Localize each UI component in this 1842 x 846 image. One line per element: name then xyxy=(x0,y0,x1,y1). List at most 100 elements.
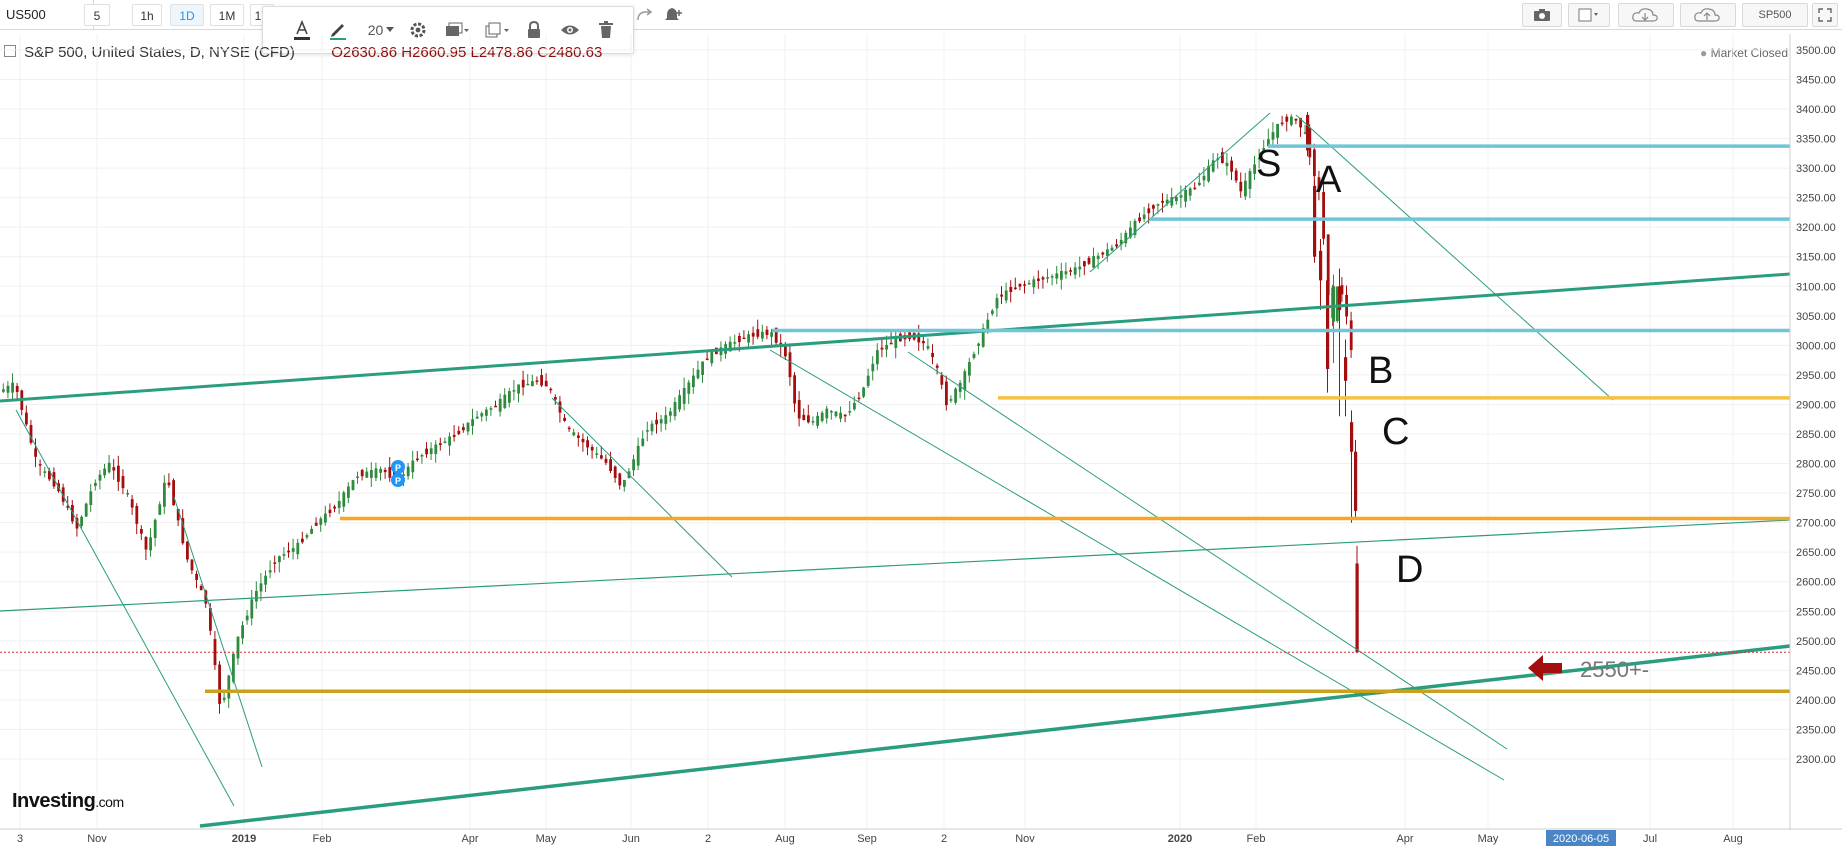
crosshair-date-tag xyxy=(1546,830,1616,846)
candle-body xyxy=(774,327,778,343)
clone-icon[interactable] xyxy=(479,15,515,45)
alert-icon[interactable] xyxy=(664,6,692,28)
candle-body xyxy=(659,419,663,424)
candle-body xyxy=(1023,284,1026,286)
down-trend-line-1 xyxy=(15,409,235,807)
y-tick-label: 2650.00 xyxy=(1796,547,1836,559)
candle-body xyxy=(1285,116,1289,122)
redo-icon[interactable] xyxy=(636,8,654,27)
settings-icon[interactable] xyxy=(403,15,433,45)
candle-body xyxy=(1110,247,1114,251)
candle-body xyxy=(664,415,668,424)
candle-body xyxy=(696,369,700,379)
candle-body xyxy=(632,459,635,471)
candle-body xyxy=(1331,287,1335,319)
candle-body xyxy=(1198,182,1201,186)
candle-body xyxy=(379,468,382,473)
cloud-upload-icon[interactable] xyxy=(1680,3,1736,27)
y-tick-label: 2900.00 xyxy=(1796,399,1836,411)
candle-body xyxy=(1073,267,1077,275)
template-icon[interactable] xyxy=(1568,3,1610,27)
camera-icon[interactable] xyxy=(1522,3,1562,27)
candle-body xyxy=(807,415,810,423)
candle-body xyxy=(457,430,461,435)
drawing-toolbar: 20 xyxy=(262,6,634,54)
y-tick-label: 2450.00 xyxy=(1796,665,1836,677)
candle-body xyxy=(61,487,65,502)
candle-body xyxy=(742,337,746,340)
trash-icon[interactable] xyxy=(591,15,621,45)
candle-body xyxy=(1345,294,1348,317)
text-color-icon[interactable] xyxy=(287,15,317,45)
logo-text: Investing xyxy=(12,790,96,812)
candle-body xyxy=(636,445,640,466)
x-tick-label: 2 xyxy=(941,833,947,845)
candle-body xyxy=(848,411,852,413)
candle-body xyxy=(885,344,888,350)
eye-icon[interactable] xyxy=(555,15,585,45)
timeframe-1m[interactable]: 1M xyxy=(210,4,244,26)
collapse-legend-icon[interactable] xyxy=(4,45,16,58)
candle-body xyxy=(1078,266,1082,270)
candle-body xyxy=(701,361,704,375)
pen-color-icon[interactable] xyxy=(323,15,353,45)
candle-body xyxy=(388,467,392,478)
timeframe-1h[interactable]: 1h xyxy=(132,4,162,26)
logo-suffix: .com xyxy=(95,794,124,810)
y-tick-label: 3400.00 xyxy=(1796,104,1836,116)
cloud-download-icon[interactable] xyxy=(1618,3,1674,27)
x-tick-label: Apr xyxy=(1396,833,1413,845)
candle-body xyxy=(425,448,428,455)
y-tick-label: 3350.00 xyxy=(1796,134,1836,146)
candle-body xyxy=(38,464,42,466)
symbol-compare-button[interactable]: SP500 xyxy=(1742,3,1808,27)
candle-body xyxy=(784,344,787,357)
candle-body xyxy=(1000,294,1003,297)
candle-body xyxy=(866,375,870,386)
grid-lines xyxy=(0,34,1790,829)
candle-body xyxy=(282,554,286,556)
candle-body xyxy=(360,469,364,477)
lock-icon[interactable] xyxy=(519,15,549,45)
candle-body xyxy=(121,476,125,489)
candle-body xyxy=(733,342,737,344)
candle-body xyxy=(1262,148,1266,152)
candle-body xyxy=(278,556,281,563)
candle-body xyxy=(48,470,51,480)
y-tick-label: 3000.00 xyxy=(1796,340,1836,352)
candle-body xyxy=(1319,250,1323,281)
candle-body xyxy=(259,583,263,592)
candle-body xyxy=(411,460,415,473)
fullscreen-icon[interactable] xyxy=(1812,3,1838,27)
timeframe-5[interactable]: 5 xyxy=(84,4,110,26)
candle-body xyxy=(15,386,19,393)
candle-body xyxy=(761,331,764,339)
layers-icon[interactable] xyxy=(439,15,475,45)
x-tick-label: Jun xyxy=(622,833,640,845)
candle-body xyxy=(25,412,28,425)
timeframe-1d[interactable]: 1D xyxy=(170,4,204,26)
line-width-select[interactable]: 20 xyxy=(363,15,399,45)
price-level-tag xyxy=(1791,390,1839,405)
candle-body xyxy=(931,352,934,358)
candle-body xyxy=(1004,290,1008,301)
candle-body xyxy=(1211,160,1215,172)
candle-body xyxy=(889,342,893,345)
candle-body xyxy=(11,382,14,393)
candle-body xyxy=(710,351,714,364)
x-tick-label: 3 xyxy=(17,833,23,845)
candle-body xyxy=(397,476,401,485)
y-tick-label: 3300.00 xyxy=(1796,163,1836,175)
candle-body xyxy=(236,636,240,659)
x-tick-label: Nov xyxy=(1015,833,1035,845)
candle-body xyxy=(954,388,957,403)
candle-body xyxy=(577,435,580,438)
candle-body xyxy=(305,535,309,538)
candle-body xyxy=(687,382,691,394)
symbol-input[interactable]: US500 xyxy=(0,0,94,29)
candle-body xyxy=(273,562,277,564)
candle-body xyxy=(986,319,990,330)
line-width-value: 20 xyxy=(367,22,384,38)
candle-body xyxy=(1306,114,1310,151)
